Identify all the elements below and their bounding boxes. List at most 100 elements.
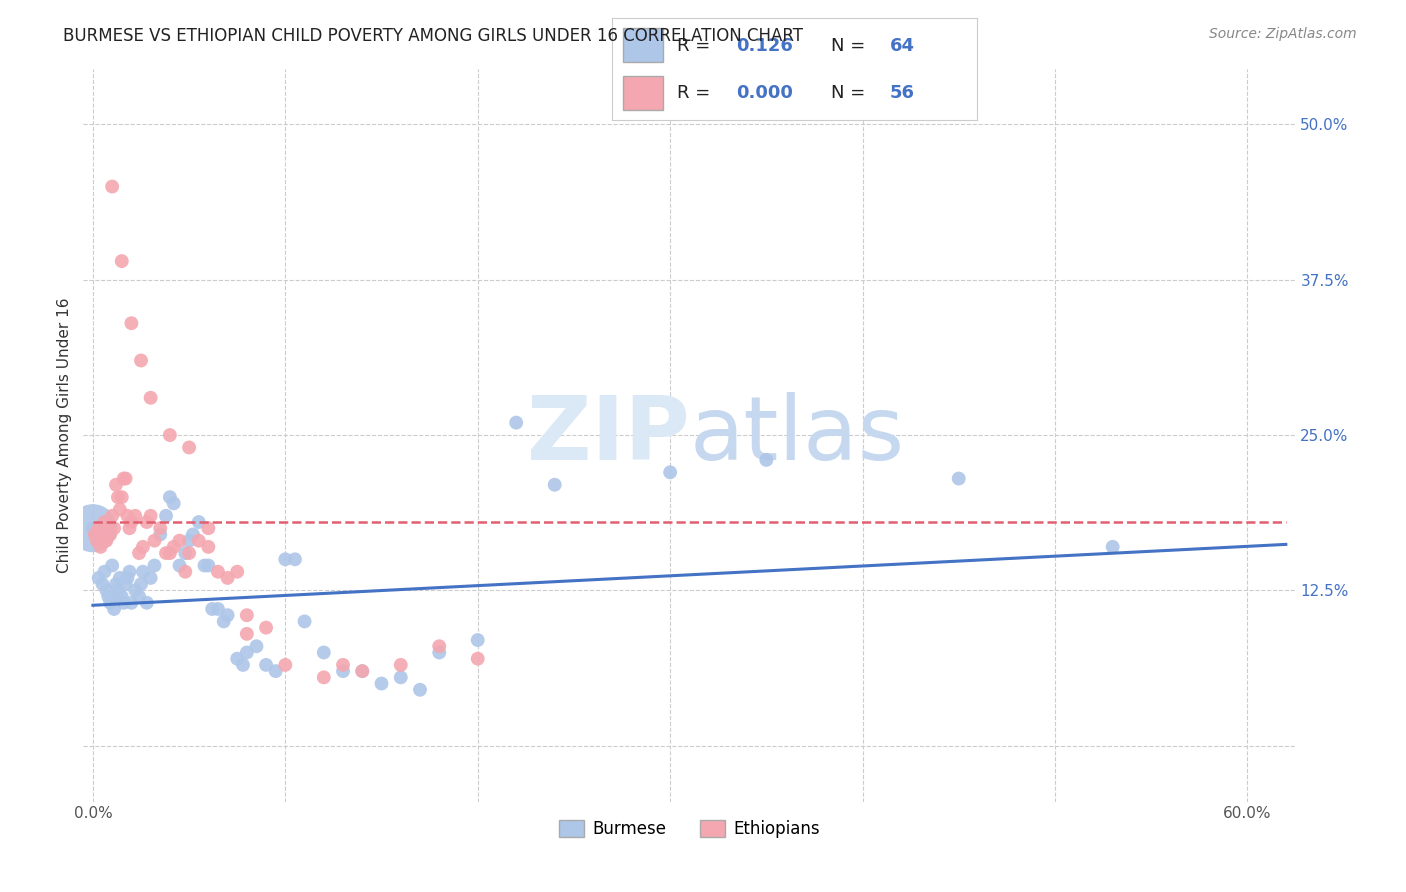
Point [132,540,155,554]
Point [236,608,259,623]
Point [86,533,108,548]
Point [174,565,197,579]
Point [179,546,201,560]
Text: 0.000: 0.000 [735,84,793,102]
Text: 56: 56 [890,84,914,102]
Point [427,645,450,659]
Point [143,533,166,548]
Point [505,416,527,430]
Point [107,490,129,504]
Point [107,583,129,598]
Point [83,527,105,541]
Point [101,590,124,604]
Point [149,527,172,541]
Text: atlas: atlas [689,392,904,478]
FancyBboxPatch shape [623,77,662,110]
Point [96,583,118,598]
Point [139,571,162,585]
Point [163,540,186,554]
Point [82,521,104,535]
Point [1101,540,1123,554]
Point [544,477,567,491]
Point [124,508,146,523]
Point [212,615,235,629]
Point [274,552,297,566]
Point [96,533,118,548]
Point [103,521,125,535]
Point [274,657,297,672]
Point [332,664,354,678]
Point [181,527,204,541]
Point [284,552,307,566]
Point [232,657,254,672]
Point [352,664,374,678]
Point [103,602,125,616]
Point [129,353,152,368]
Point [101,558,124,573]
Point [97,521,120,535]
Point [187,533,209,548]
Point [108,571,131,585]
Point [427,640,450,654]
Point [245,640,267,654]
Point [467,651,489,665]
Point [128,546,150,560]
Point [226,651,249,665]
Legend: Burmese, Ethiopians: Burmese, Ethiopians [553,813,827,845]
Text: R =: R = [678,37,710,54]
Point [155,508,177,523]
Point [236,627,259,641]
Point [179,533,201,548]
Point [312,670,335,684]
Point [370,676,392,690]
Text: R =: R = [678,84,710,102]
Text: BURMESE VS ETHIOPIAN CHILD POVERTY AMONG GIRLS UNDER 16 CORRELATION CHART: BURMESE VS ETHIOPIAN CHILD POVERTY AMONG… [63,27,803,45]
Point [332,657,354,672]
Point [120,515,142,529]
Point [155,546,177,560]
Point [159,546,181,560]
Point [389,657,412,672]
Point [98,527,121,541]
Point [135,596,157,610]
Point [97,590,120,604]
Point [217,608,239,623]
Point [112,596,135,610]
Point [112,471,135,485]
Point [139,391,162,405]
Point [139,508,162,523]
Text: Source: ZipAtlas.com: Source: ZipAtlas.com [1209,27,1357,41]
Point [193,558,215,573]
Point [254,621,277,635]
Point [105,577,128,591]
Point [108,502,131,516]
Point [120,596,142,610]
Point [169,533,191,548]
Point [111,254,134,268]
Point [82,521,104,535]
Point [207,602,229,616]
FancyBboxPatch shape [623,29,662,62]
Point [101,508,124,523]
Point [91,577,114,591]
Point [159,490,181,504]
Point [87,521,110,535]
Point [174,546,197,560]
Point [294,615,316,629]
Point [101,179,124,194]
Point [179,441,201,455]
Point [132,565,155,579]
Text: ZIP: ZIP [527,392,689,478]
Point [120,316,142,330]
Point [467,633,489,648]
Point [254,657,277,672]
Point [98,596,121,610]
Point [207,565,229,579]
Point [111,590,134,604]
Y-axis label: Child Poverty Among Girls Under 16: Child Poverty Among Girls Under 16 [58,297,72,573]
Point [114,471,136,485]
Point [129,577,152,591]
Point [755,453,778,467]
Point [118,521,141,535]
Point [163,496,186,510]
